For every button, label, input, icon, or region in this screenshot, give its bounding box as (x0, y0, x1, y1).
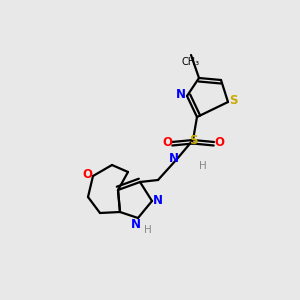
Text: N: N (153, 194, 163, 206)
Text: CH₃: CH₃ (182, 57, 200, 67)
Text: N: N (176, 88, 186, 101)
Text: H: H (199, 161, 207, 171)
Text: O: O (214, 136, 224, 148)
Text: O: O (82, 169, 92, 182)
Text: O: O (162, 136, 172, 148)
Text: S: S (189, 134, 197, 146)
Text: H: H (144, 225, 152, 235)
Text: S: S (229, 94, 237, 107)
Text: N: N (131, 218, 141, 232)
Text: N: N (169, 152, 179, 166)
